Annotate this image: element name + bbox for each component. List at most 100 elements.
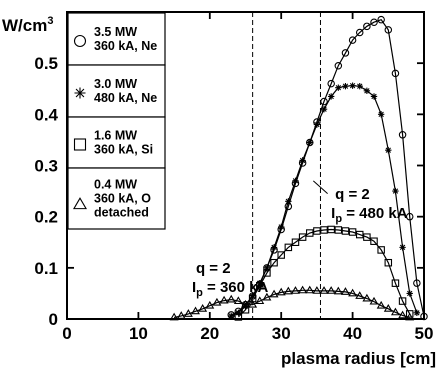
- data-point: [270, 258, 278, 267]
- series-triangle: [169, 285, 415, 321]
- data-point: [191, 306, 200, 315]
- data-point: [212, 297, 222, 306]
- data-point: [392, 187, 399, 195]
- y-axis-label: W/cm3: [2, 15, 53, 35]
- y-tick-label: 0: [49, 310, 58, 329]
- data-point: [398, 310, 408, 319]
- data-point: [363, 233, 371, 241]
- data-point: [263, 269, 271, 277]
- annotations: q = 2 Ip = 360 kA q = 2 Ip = 480 kA: [192, 180, 408, 299]
- data-point: [399, 244, 406, 251]
- x-tick-label: 50: [415, 324, 434, 343]
- data-point: [334, 226, 343, 234]
- data-point: [291, 238, 300, 247]
- data-point: [333, 286, 343, 295]
- data-point: [413, 279, 421, 287]
- data-point: [391, 279, 400, 287]
- x-tick-label: 30: [272, 324, 291, 343]
- data-point: [249, 292, 256, 300]
- reference-lines: [252, 12, 321, 319]
- data-point: [384, 258, 393, 267]
- data-point: [228, 312, 235, 320]
- legend-label: 1.6 MW: [94, 129, 137, 143]
- data-point: [405, 212, 414, 221]
- legend-marker-asterisk-icon: [74, 87, 86, 99]
- series-layer: [169, 15, 428, 321]
- data-point: [398, 131, 407, 139]
- data-point: [341, 49, 350, 57]
- axis-ticks: 0 10 20 30 40 50 0 0.1 0.2 0.3 0.4 0.5: [34, 12, 433, 343]
- data-point: [377, 15, 385, 24]
- data-point: [355, 291, 365, 299]
- data-point: [235, 309, 242, 317]
- data-point: [413, 309, 421, 317]
- data-point: [363, 22, 371, 31]
- data-point: [327, 225, 335, 234]
- data-point: [385, 146, 392, 154]
- x-tick-label: 40: [343, 324, 362, 343]
- data-point: [299, 157, 306, 164]
- data-point: [391, 69, 400, 78]
- ip-label: Ip = 360 kA: [192, 279, 269, 299]
- data-point: [362, 293, 372, 302]
- data-point: [291, 286, 300, 294]
- data-point: [306, 229, 314, 237]
- data-point: [263, 264, 271, 272]
- data-point: [256, 281, 264, 290]
- data-point: [278, 223, 285, 231]
- data-point: [269, 289, 279, 298]
- legend-label: 3.0 MW: [94, 77, 137, 91]
- data-point: [420, 312, 428, 321]
- data-point: [298, 233, 307, 241]
- ip-label: Ip = 480 kA: [331, 205, 408, 225]
- q2-label: q = 2: [196, 260, 231, 277]
- data-point: [320, 106, 328, 113]
- data-point: [326, 286, 336, 294]
- y-tick-label: 0.2: [34, 208, 58, 227]
- legend-box: [67, 64, 166, 118]
- data-point: [356, 82, 363, 90]
- q2-label: q = 2: [335, 186, 370, 203]
- data-point: [384, 26, 393, 34]
- data-point: [219, 295, 229, 304]
- data-point: [342, 82, 349, 90]
- data-point: [233, 296, 243, 305]
- legend-marker-triangle-icon: [72, 197, 88, 210]
- data-point: [348, 288, 358, 297]
- series-square: [234, 225, 414, 321]
- data-point: [298, 285, 308, 294]
- legend-label: 3.5 MW: [94, 25, 137, 39]
- legend-label: 0.4 MW: [94, 178, 137, 192]
- data-point: [306, 139, 313, 146]
- data-point: [255, 296, 265, 305]
- data-point: [270, 244, 278, 251]
- data-point: [241, 299, 250, 308]
- data-point: [205, 300, 215, 309]
- data-point: [348, 228, 357, 236]
- data-point: [383, 303, 393, 312]
- data-point: [277, 251, 285, 259]
- data-point: [341, 227, 350, 235]
- data-point: [348, 36, 357, 44]
- legend-label: 360 kA, Ne: [94, 39, 157, 53]
- legend-label: 360 kA, Si: [94, 143, 153, 157]
- data-point: [370, 93, 378, 100]
- data-point: [256, 279, 263, 287]
- legend-marker-square-icon: [73, 138, 87, 151]
- data-point: [349, 82, 356, 89]
- data-point: [176, 311, 186, 319]
- legend-label: 360 kA, O: [94, 192, 151, 206]
- x-tick-label: 20: [200, 324, 219, 343]
- data-point: [198, 303, 208, 312]
- series-line: [237, 228, 411, 318]
- legend-label: detached: [94, 206, 149, 220]
- data-point: [370, 18, 378, 26]
- data-point: [398, 297, 407, 305]
- legend-box: [67, 12, 166, 66]
- y-tick-label: 0.4: [34, 105, 58, 124]
- data-point: [248, 299, 258, 308]
- legend-label: 480 kA, Ne: [94, 91, 157, 105]
